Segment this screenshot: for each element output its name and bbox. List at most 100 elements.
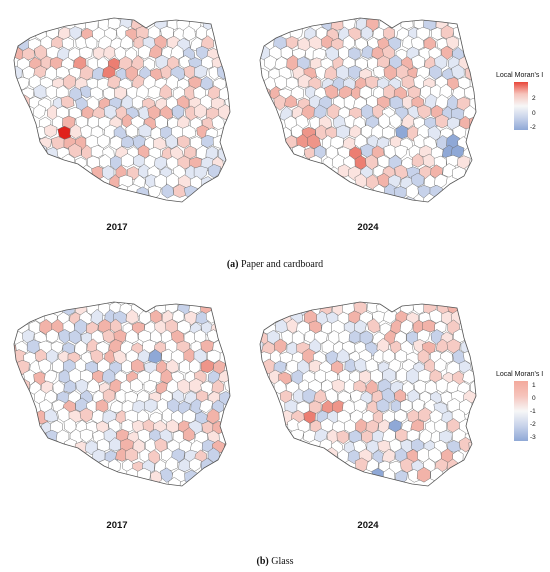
county-region xyxy=(211,115,225,130)
county-region xyxy=(394,145,408,159)
county-region xyxy=(68,143,82,158)
county-region xyxy=(269,18,283,22)
county-region xyxy=(224,440,230,455)
county-region xyxy=(90,145,104,158)
poland-counties-map xyxy=(252,301,477,498)
map-glass-2024 xyxy=(252,298,482,498)
caption-text: Glass xyxy=(268,556,294,567)
legend-title: Local Moran's I xyxy=(496,72,544,79)
county-region xyxy=(68,329,82,345)
county-region xyxy=(14,56,20,70)
county-region xyxy=(17,18,31,30)
county-region xyxy=(125,123,139,138)
county-region xyxy=(458,302,473,316)
county-region xyxy=(143,379,158,393)
county-region xyxy=(24,430,37,446)
county-region xyxy=(138,123,153,138)
county-region xyxy=(260,429,270,444)
county-region xyxy=(14,302,18,315)
county-region xyxy=(401,113,415,129)
county-region xyxy=(372,18,387,20)
county-region xyxy=(137,467,151,484)
county-region xyxy=(161,183,175,199)
county-region xyxy=(273,173,288,189)
county-region xyxy=(260,439,265,456)
county-region xyxy=(125,447,139,462)
county-region xyxy=(307,133,322,149)
county-region xyxy=(133,154,146,168)
legend-tick: 1 xyxy=(532,382,536,389)
county-region xyxy=(252,329,258,344)
county-region xyxy=(321,478,335,486)
county-region xyxy=(125,65,139,82)
county-region xyxy=(56,468,70,482)
county-region xyxy=(182,302,197,305)
county-region xyxy=(199,399,214,414)
county-region xyxy=(207,470,221,484)
county-region xyxy=(284,458,298,472)
year-label-2024: 2024 xyxy=(357,520,379,531)
county-region xyxy=(46,328,59,344)
county-region xyxy=(459,399,473,416)
county-region xyxy=(189,457,202,472)
legend-tick: -2 xyxy=(530,124,536,131)
county-region xyxy=(16,193,30,202)
county-region xyxy=(400,18,414,30)
map-paper-2017 xyxy=(6,14,236,214)
county-region xyxy=(349,204,362,214)
county-region xyxy=(200,359,215,374)
county-region xyxy=(319,194,333,202)
county-region xyxy=(395,428,409,442)
county-region xyxy=(167,476,181,486)
county-region xyxy=(349,184,363,201)
county-region xyxy=(286,478,300,486)
county-region xyxy=(144,398,158,413)
county-region xyxy=(159,84,173,100)
county-region xyxy=(309,155,322,170)
county-region xyxy=(266,329,280,345)
county-region xyxy=(286,175,301,190)
legend-tick: 0 xyxy=(532,110,536,117)
county-region xyxy=(201,176,215,190)
county-region xyxy=(131,358,145,373)
county-region xyxy=(33,65,47,79)
county-region xyxy=(263,440,277,455)
county-region xyxy=(285,440,298,456)
county-region xyxy=(177,135,190,149)
county-region xyxy=(24,18,36,22)
county-region xyxy=(416,466,431,483)
county-region xyxy=(103,185,117,200)
county-region xyxy=(165,74,180,90)
county-region xyxy=(109,400,124,414)
year-label-2017: 2017 xyxy=(106,222,128,233)
legend-title: Local Moran's I xyxy=(496,371,544,378)
county-region xyxy=(14,46,15,61)
county-region xyxy=(429,309,444,324)
poland-counties-map xyxy=(13,17,231,203)
county-region xyxy=(46,467,60,483)
county-region xyxy=(338,184,353,200)
county-region xyxy=(132,438,146,454)
caption-glass: (b) Glass xyxy=(0,556,550,567)
county-region xyxy=(307,194,322,202)
county-region xyxy=(187,477,201,486)
poland-counties-map xyxy=(259,17,477,214)
county-region xyxy=(417,349,430,364)
county-region xyxy=(58,329,71,344)
county-region xyxy=(195,25,209,40)
county-region xyxy=(336,430,350,445)
county-region xyxy=(211,18,225,31)
county-region xyxy=(400,399,413,413)
county-region xyxy=(258,488,271,498)
county-region xyxy=(121,135,134,149)
legend-color-bar xyxy=(514,381,528,441)
year-label-2017: 2017 xyxy=(106,520,128,531)
county-region xyxy=(97,193,110,202)
county-region xyxy=(284,18,299,32)
county-region xyxy=(376,398,390,413)
county-region xyxy=(286,76,299,90)
county-region xyxy=(16,378,30,394)
county-region xyxy=(267,164,281,179)
county-region xyxy=(14,478,29,486)
county-region xyxy=(260,479,266,486)
